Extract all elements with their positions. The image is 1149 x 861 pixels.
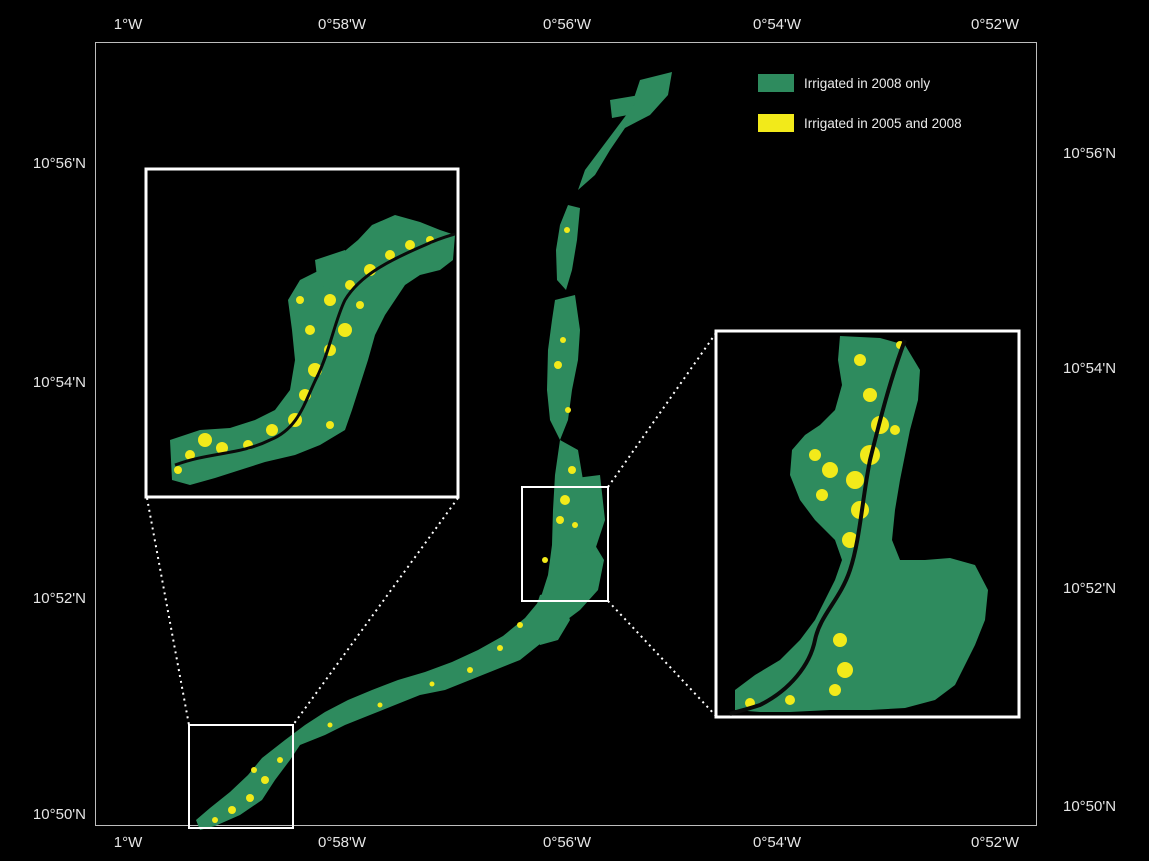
selection-box-south bbox=[188, 724, 294, 829]
right-tick: 10°54'N bbox=[1063, 360, 1117, 377]
legend-label: Irrigated in 2005 and 2008 bbox=[804, 115, 962, 131]
right-tick: 10°52'N bbox=[1063, 580, 1117, 597]
top-tick: 1°W bbox=[113, 16, 143, 33]
top-tick: 0°58'W bbox=[317, 16, 367, 33]
map-frame bbox=[95, 42, 1037, 826]
bottom-tick: 0°56'W bbox=[542, 834, 592, 851]
legend-item: Irrigated in 2005 and 2008 bbox=[758, 110, 962, 136]
top-tick: 0°52'W bbox=[970, 16, 1020, 33]
bottom-tick: 0°52'W bbox=[970, 834, 1020, 851]
legend-item: Irrigated in 2008 only bbox=[758, 70, 962, 96]
top-tick: 0°54'W bbox=[752, 16, 802, 33]
left-tick: 10°54'N bbox=[32, 374, 86, 391]
bottom-tick: 1°W bbox=[113, 834, 143, 851]
zoom-connector-lines bbox=[146, 332, 717, 726]
left-tick: 10°52'N bbox=[32, 590, 86, 607]
main-irrigated-area-2005-and-2008 bbox=[212, 227, 578, 823]
right-tick: 10°50'N bbox=[1063, 798, 1117, 815]
inset-map-central bbox=[714, 329, 1021, 719]
top-tick: 0°56'W bbox=[542, 16, 592, 33]
inset-map-south bbox=[144, 167, 460, 499]
left-tick: 10°50'N bbox=[32, 806, 86, 823]
legend: Irrigated in 2008 only Irrigated in 2005… bbox=[758, 70, 962, 136]
legend-swatch-green bbox=[758, 74, 794, 92]
legend-swatch-yellow bbox=[758, 114, 794, 132]
legend-label: Irrigated in 2008 only bbox=[804, 75, 931, 91]
main-irrigated-area-2008-only bbox=[196, 72, 672, 830]
bottom-tick: 0°54'W bbox=[752, 834, 802, 851]
bottom-tick: 0°58'W bbox=[317, 834, 367, 851]
selection-box-central bbox=[521, 486, 609, 602]
right-tick: 10°56'N bbox=[1063, 145, 1117, 162]
left-tick: 10°56'N bbox=[32, 155, 86, 172]
